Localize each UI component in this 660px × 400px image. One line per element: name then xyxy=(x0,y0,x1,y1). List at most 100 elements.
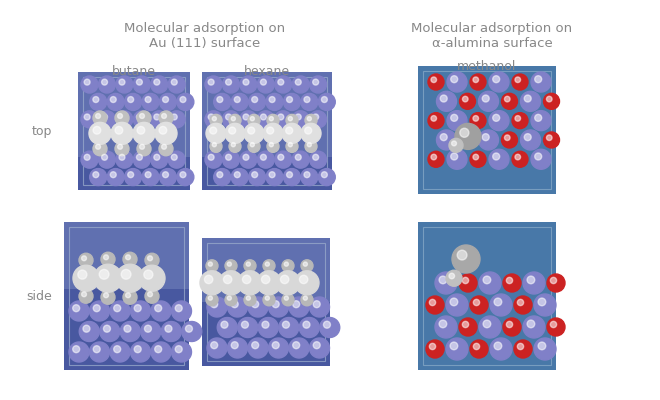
Circle shape xyxy=(250,116,254,121)
Circle shape xyxy=(305,140,317,152)
Circle shape xyxy=(231,94,248,110)
Circle shape xyxy=(459,93,475,109)
Circle shape xyxy=(246,262,250,266)
Circle shape xyxy=(93,126,101,134)
Circle shape xyxy=(547,274,565,292)
Circle shape xyxy=(125,168,141,186)
Circle shape xyxy=(211,342,218,349)
Circle shape xyxy=(217,96,223,102)
Circle shape xyxy=(148,292,152,297)
Circle shape xyxy=(244,260,256,272)
Circle shape xyxy=(436,130,457,150)
Circle shape xyxy=(504,135,510,140)
Circle shape xyxy=(249,94,265,110)
Circle shape xyxy=(258,318,279,338)
Bar xyxy=(202,302,330,366)
Circle shape xyxy=(546,96,552,102)
Circle shape xyxy=(504,96,510,102)
Circle shape xyxy=(229,127,236,134)
Circle shape xyxy=(145,325,151,332)
Circle shape xyxy=(73,305,80,312)
Circle shape xyxy=(310,297,329,317)
Bar xyxy=(423,227,551,365)
Circle shape xyxy=(137,111,151,125)
Circle shape xyxy=(523,272,545,294)
Circle shape xyxy=(175,346,182,353)
Circle shape xyxy=(305,114,317,126)
Circle shape xyxy=(137,154,143,160)
Circle shape xyxy=(231,342,238,349)
Circle shape xyxy=(307,142,312,147)
Circle shape xyxy=(222,151,240,168)
Circle shape xyxy=(435,272,457,294)
Circle shape xyxy=(506,321,513,328)
Circle shape xyxy=(512,113,528,129)
Circle shape xyxy=(449,138,463,152)
Circle shape xyxy=(151,301,171,321)
Circle shape xyxy=(131,301,150,321)
Circle shape xyxy=(470,340,488,358)
Circle shape xyxy=(229,114,241,126)
Circle shape xyxy=(446,338,468,360)
Circle shape xyxy=(543,93,560,109)
Circle shape xyxy=(436,91,457,111)
Circle shape xyxy=(243,154,249,160)
Circle shape xyxy=(473,343,480,350)
Circle shape xyxy=(440,134,447,141)
Circle shape xyxy=(133,111,150,128)
Circle shape xyxy=(535,114,542,121)
Circle shape xyxy=(100,322,119,342)
Circle shape xyxy=(286,140,298,152)
Circle shape xyxy=(160,168,176,186)
Circle shape xyxy=(463,96,468,102)
Circle shape xyxy=(310,338,329,358)
Bar xyxy=(83,77,185,185)
Circle shape xyxy=(251,301,259,308)
Circle shape xyxy=(267,140,279,152)
Circle shape xyxy=(431,77,436,82)
Circle shape xyxy=(295,114,301,120)
Circle shape xyxy=(206,260,218,272)
Circle shape xyxy=(162,172,168,178)
Circle shape xyxy=(282,294,294,306)
Circle shape xyxy=(307,116,312,121)
Circle shape xyxy=(292,76,309,93)
Circle shape xyxy=(521,130,541,150)
Circle shape xyxy=(101,252,115,266)
Circle shape xyxy=(78,270,87,279)
Circle shape xyxy=(292,151,309,168)
Text: side: side xyxy=(26,290,52,302)
Circle shape xyxy=(104,255,108,260)
Circle shape xyxy=(493,153,500,160)
Circle shape xyxy=(527,276,535,284)
Circle shape xyxy=(502,132,517,148)
Circle shape xyxy=(473,154,478,160)
Circle shape xyxy=(295,154,301,160)
Circle shape xyxy=(282,123,302,143)
Circle shape xyxy=(470,296,488,314)
Circle shape xyxy=(478,130,498,150)
Circle shape xyxy=(503,274,521,292)
Circle shape xyxy=(119,79,125,85)
Circle shape xyxy=(115,142,129,156)
Circle shape xyxy=(470,74,486,90)
Circle shape xyxy=(310,76,327,93)
Circle shape xyxy=(137,114,143,120)
Circle shape xyxy=(512,151,528,167)
Circle shape xyxy=(162,114,166,118)
Circle shape xyxy=(455,123,481,149)
Circle shape xyxy=(206,123,226,143)
Circle shape xyxy=(226,154,232,160)
Circle shape xyxy=(494,298,502,306)
Circle shape xyxy=(154,114,160,120)
Circle shape xyxy=(210,114,222,126)
Circle shape xyxy=(272,342,279,349)
Circle shape xyxy=(234,172,240,178)
Circle shape xyxy=(206,294,218,306)
Circle shape xyxy=(313,114,319,120)
Circle shape xyxy=(319,318,340,338)
Bar xyxy=(202,72,332,190)
Circle shape xyxy=(313,79,319,85)
Circle shape xyxy=(172,114,178,120)
Circle shape xyxy=(251,172,257,178)
